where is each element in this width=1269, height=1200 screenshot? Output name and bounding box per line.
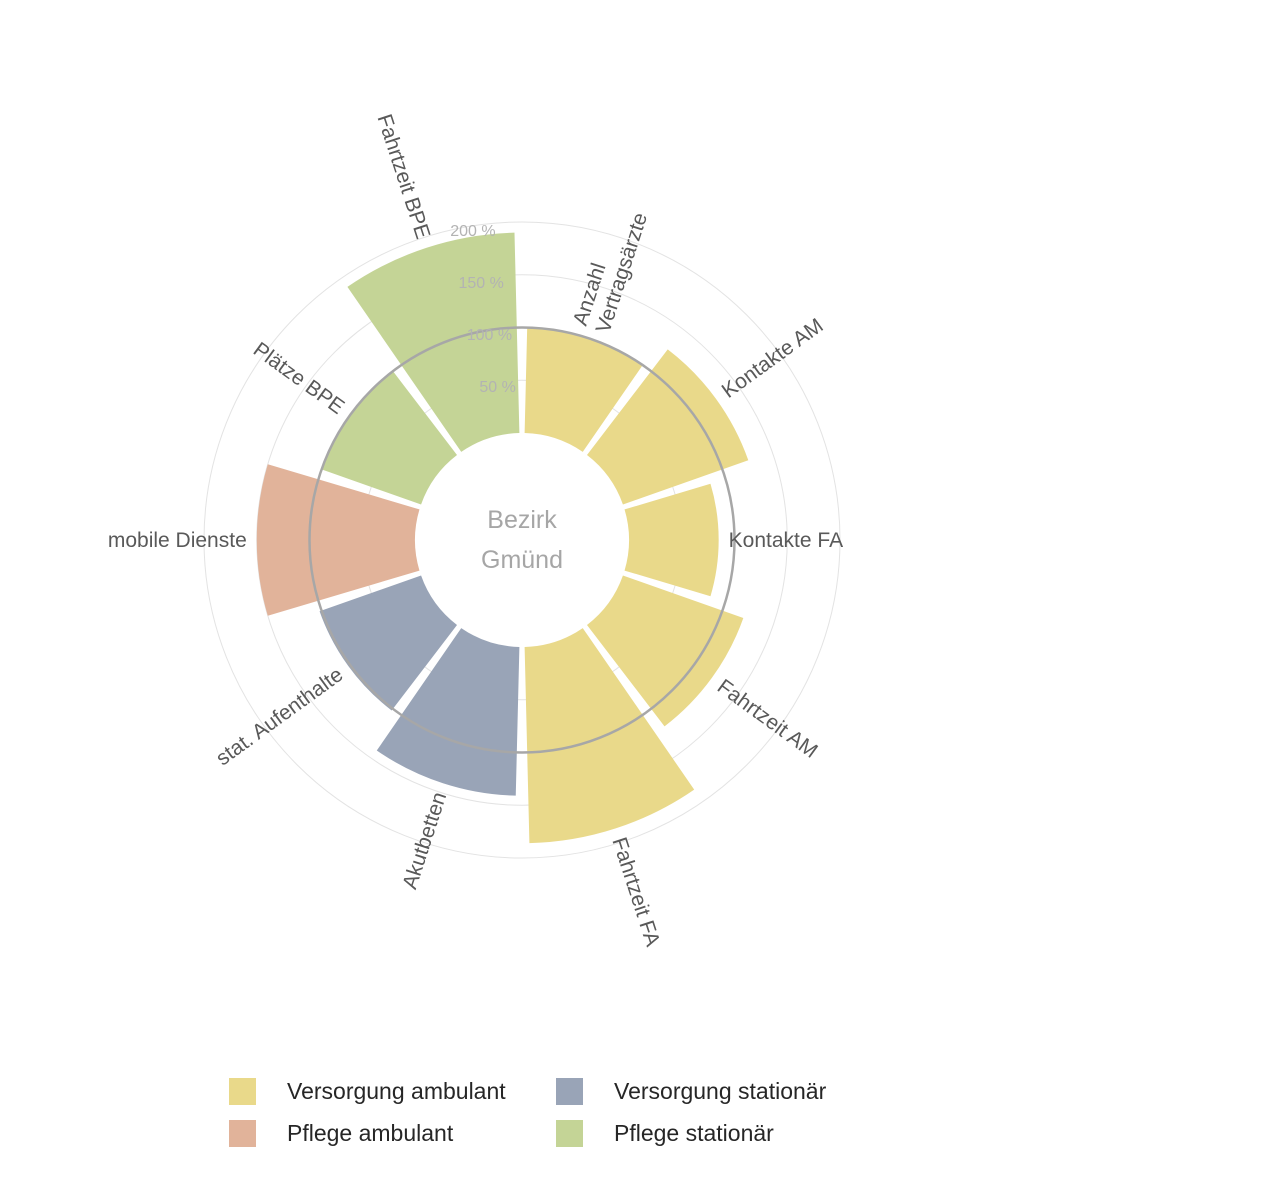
legend-label-versorgung-stationaer: Versorgung stationär bbox=[614, 1077, 827, 1104]
category-label-text: Kontakte AM bbox=[718, 314, 828, 403]
bar-plaetze-bpe bbox=[321, 371, 458, 505]
bar-mobile-dienste bbox=[256, 464, 420, 616]
category-label-text: Fahrtzeit AM bbox=[713, 675, 822, 763]
chart-bars bbox=[256, 232, 749, 844]
legend: Versorgung ambulant Pflege ambulant Vers… bbox=[229, 1074, 929, 1164]
category-label-fahrtzeit-bpe: Fahrtzeit BPE bbox=[372, 111, 434, 241]
reference-circle bbox=[308, 326, 736, 754]
bar-fahrtzeit-am bbox=[586, 575, 744, 727]
center-label-line-1: Bezirk bbox=[487, 506, 557, 534]
legend-item-pflege-stationaer: Pflege stationär bbox=[556, 1118, 774, 1148]
category-label-fahrtzeit-fa: Fahrtzeit FA bbox=[607, 835, 664, 950]
category-label-text: Kontakte FA bbox=[729, 529, 843, 552]
category-label-akutbetten: Akutbetten bbox=[398, 789, 451, 892]
legend-item-pflege-ambulant: Pflege ambulant bbox=[229, 1118, 453, 1148]
bar-fahrtzeit-fa bbox=[524, 628, 695, 844]
grid-circle-200 bbox=[203, 221, 841, 859]
tick-label-200: 200 % bbox=[450, 223, 495, 240]
legend-swatch-pflege-ambulant bbox=[229, 1119, 256, 1147]
tick-label-150: 150 % bbox=[458, 275, 503, 292]
category-label-text: Plätze BPE bbox=[249, 338, 348, 419]
category-label-text: mobile Dienste bbox=[108, 529, 247, 552]
legend-item-versorgung-stationaer: Versorgung stationär bbox=[556, 1076, 826, 1106]
tick-label-50: 50 % bbox=[479, 379, 515, 396]
category-label-text: stat. Aufenthalte bbox=[212, 663, 347, 770]
bar-kontakte-am bbox=[586, 349, 749, 505]
category-label-stat-aufenthalte: stat. Aufenthalte bbox=[212, 663, 347, 770]
bar-fahrtzeit-bpe bbox=[347, 232, 520, 452]
legend-item-versorgung-ambulant: Versorgung ambulant bbox=[229, 1076, 506, 1106]
category-label-text: Akutbetten bbox=[398, 789, 451, 892]
reference-ring bbox=[308, 326, 736, 754]
radial-tick-labels: 50 % 100 % 150 % 200 % bbox=[450, 223, 516, 396]
category-label-fahrtzeit-am: Fahrtzeit AM bbox=[713, 675, 822, 763]
center-label-line-2: Gmünd bbox=[481, 546, 563, 574]
legend-swatch-versorgung-stationaer bbox=[556, 1077, 583, 1105]
category-label-text: Fahrtzeit BPE bbox=[372, 111, 434, 241]
legend-label-pflege-stationaer: Pflege stationär bbox=[614, 1119, 774, 1146]
bar-akutbetten bbox=[376, 628, 520, 796]
category-label-kontakte-am: Kontakte AM bbox=[718, 314, 828, 403]
category-label-kontakte-fa: Kontakte FA bbox=[729, 529, 843, 552]
legend-swatch-pflege-stationaer bbox=[556, 1119, 583, 1147]
legend-label-pflege-ambulant: Pflege ambulant bbox=[287, 1119, 454, 1146]
tick-label-100: 100 % bbox=[467, 327, 512, 344]
legend-label-versorgung-ambulant: Versorgung ambulant bbox=[287, 1077, 506, 1104]
bar-anzahl-vertragsaerzte bbox=[524, 327, 643, 452]
category-label-mobile-dienste: mobile Dienste bbox=[108, 529, 247, 552]
bar-stat-aufenthalte bbox=[319, 575, 458, 711]
category-label-plaetze-bpe: Plätze BPE bbox=[249, 338, 348, 419]
legend-swatch-versorgung-ambulant bbox=[229, 1077, 256, 1105]
category-label-text: Fahrtzeit FA bbox=[607, 835, 664, 950]
bar-kontakte-fa bbox=[624, 483, 719, 597]
